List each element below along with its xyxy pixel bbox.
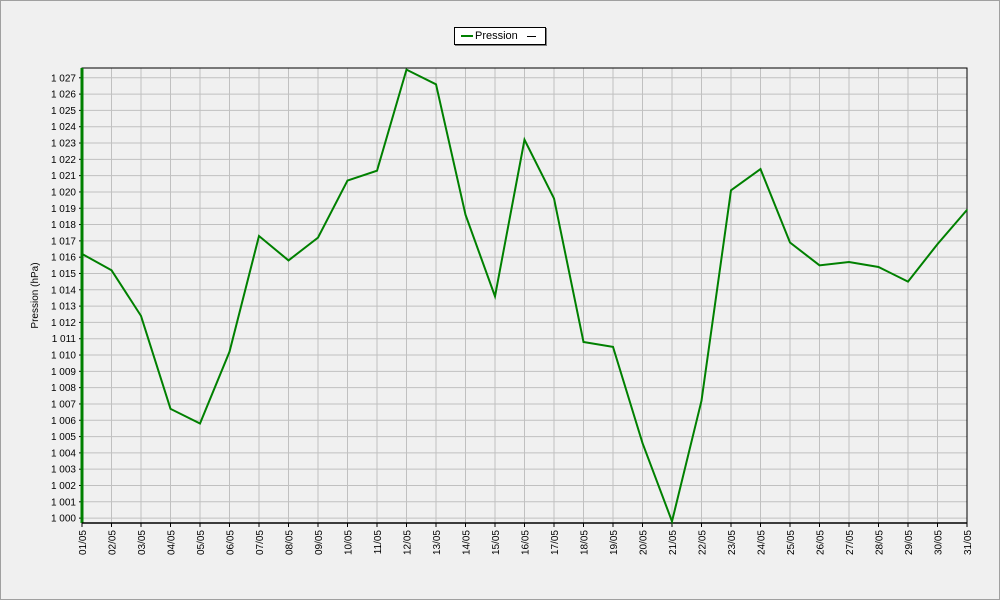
data-point bbox=[700, 399, 703, 402]
data-point bbox=[376, 169, 378, 172]
y-tick-label: 1 016 bbox=[51, 253, 76, 264]
data-point bbox=[199, 422, 201, 425]
data-point bbox=[907, 280, 909, 283]
data-point bbox=[936, 243, 939, 245]
y-tick-label: 1 001 bbox=[51, 497, 76, 508]
data-point bbox=[818, 264, 821, 267]
y-tick-label: 1 015 bbox=[51, 269, 76, 280]
y-tick-label: 1 022 bbox=[51, 155, 76, 166]
data-point bbox=[671, 520, 673, 523]
x-tick-label: 21/05 bbox=[668, 530, 679, 555]
x-tick-label: 09/05 bbox=[314, 530, 325, 555]
data-point bbox=[228, 350, 231, 353]
y-tick-label: 1 026 bbox=[51, 90, 76, 101]
y-tick-label: 1 017 bbox=[51, 236, 76, 247]
y-tick-label: 1 019 bbox=[51, 204, 76, 215]
y-tick-label: 1 010 bbox=[51, 351, 76, 362]
data-point bbox=[966, 209, 968, 211]
data-point bbox=[81, 253, 83, 255]
x-tick-label: 19/05 bbox=[609, 530, 620, 555]
data-point bbox=[641, 442, 644, 444]
x-tick-label: 06/05 bbox=[226, 530, 237, 555]
data-point bbox=[169, 408, 172, 410]
y-axis-label: Pression (hPa) bbox=[30, 262, 41, 328]
x-tick-label: 02/05 bbox=[108, 530, 119, 555]
x-tick-label: 14/05 bbox=[462, 530, 473, 555]
chart-legend: Pression bbox=[454, 27, 546, 45]
data-point bbox=[435, 83, 437, 86]
y-tick-label: 1 009 bbox=[51, 367, 76, 378]
x-tick-label: 27/05 bbox=[845, 530, 856, 555]
data-point bbox=[140, 315, 142, 317]
y-tick-label: 1 018 bbox=[51, 220, 76, 231]
legend-dash bbox=[527, 36, 536, 37]
y-tick-label: 1 011 bbox=[52, 334, 77, 345]
y-tick-label: 1 021 bbox=[51, 171, 76, 182]
y-tick-label: 1 025 bbox=[51, 106, 76, 117]
y-tick-label: 1 027 bbox=[51, 73, 76, 84]
x-tick-label: 26/05 bbox=[816, 530, 827, 555]
data-point bbox=[730, 189, 732, 192]
x-tick-label: 16/05 bbox=[521, 530, 532, 555]
data-point bbox=[848, 261, 850, 263]
x-tick-label: 29/05 bbox=[904, 530, 915, 555]
x-tick-label: 22/05 bbox=[698, 530, 709, 555]
x-tick-label: 28/05 bbox=[875, 530, 886, 555]
x-tick-label: 31/05 bbox=[963, 530, 974, 555]
x-tick-label: 13/05 bbox=[432, 530, 443, 555]
data-point bbox=[258, 235, 260, 237]
x-tick-label: 08/05 bbox=[285, 530, 296, 555]
x-tick-label: 18/05 bbox=[580, 530, 591, 555]
data-point bbox=[553, 197, 555, 200]
x-tick-label: 07/05 bbox=[255, 530, 266, 555]
x-tick-label: 03/05 bbox=[137, 530, 148, 555]
x-tick-label: 05/05 bbox=[196, 530, 207, 555]
y-tick-label: 1 004 bbox=[51, 448, 76, 459]
y-tick-label: 1 024 bbox=[51, 122, 76, 133]
y-tick-label: 1 007 bbox=[51, 399, 76, 410]
x-tick-label: 17/05 bbox=[550, 530, 561, 555]
y-tick-label: 1 014 bbox=[51, 285, 76, 296]
data-point bbox=[877, 266, 880, 268]
y-tick-label: 1 013 bbox=[51, 302, 76, 313]
x-tick-label: 23/05 bbox=[727, 530, 738, 555]
x-tick-label: 24/05 bbox=[757, 530, 768, 555]
x-tick-label: 10/05 bbox=[344, 530, 355, 555]
data-point bbox=[110, 269, 113, 272]
data-point bbox=[405, 68, 408, 71]
data-point bbox=[612, 346, 614, 348]
y-tick-label: 1 003 bbox=[51, 465, 76, 476]
x-tick-label: 15/05 bbox=[491, 530, 502, 555]
y-tick-label: 1 020 bbox=[51, 187, 76, 198]
x-tick-label: 11/05 bbox=[373, 530, 384, 555]
x-tick-label: 30/05 bbox=[934, 530, 945, 555]
legend-swatch bbox=[461, 35, 473, 37]
data-point bbox=[317, 236, 319, 239]
legend-label: Pression bbox=[475, 30, 518, 42]
x-tick-label: 20/05 bbox=[639, 530, 650, 555]
y-tick-label: 1 023 bbox=[51, 139, 76, 150]
data-point bbox=[464, 213, 467, 216]
data-point bbox=[759, 168, 762, 170]
x-tick-label: 12/05 bbox=[403, 530, 414, 555]
x-tick-label: 01/05 bbox=[78, 530, 89, 555]
y-tick-label: 1 006 bbox=[51, 416, 76, 427]
data-point bbox=[523, 138, 526, 141]
data-point bbox=[789, 241, 791, 244]
y-tick-label: 1 012 bbox=[51, 318, 76, 329]
data-point bbox=[287, 259, 290, 262]
y-tick-label: 1 008 bbox=[51, 383, 76, 394]
y-tick-label: 1 005 bbox=[51, 432, 76, 443]
data-point bbox=[494, 295, 496, 298]
y-tick-label: 1 002 bbox=[51, 481, 76, 492]
data-point bbox=[346, 179, 349, 182]
x-tick-label: 25/05 bbox=[786, 530, 797, 555]
y-tick-label: 1 000 bbox=[51, 514, 76, 525]
data-point bbox=[582, 341, 585, 343]
x-tick-label: 04/05 bbox=[167, 530, 178, 555]
